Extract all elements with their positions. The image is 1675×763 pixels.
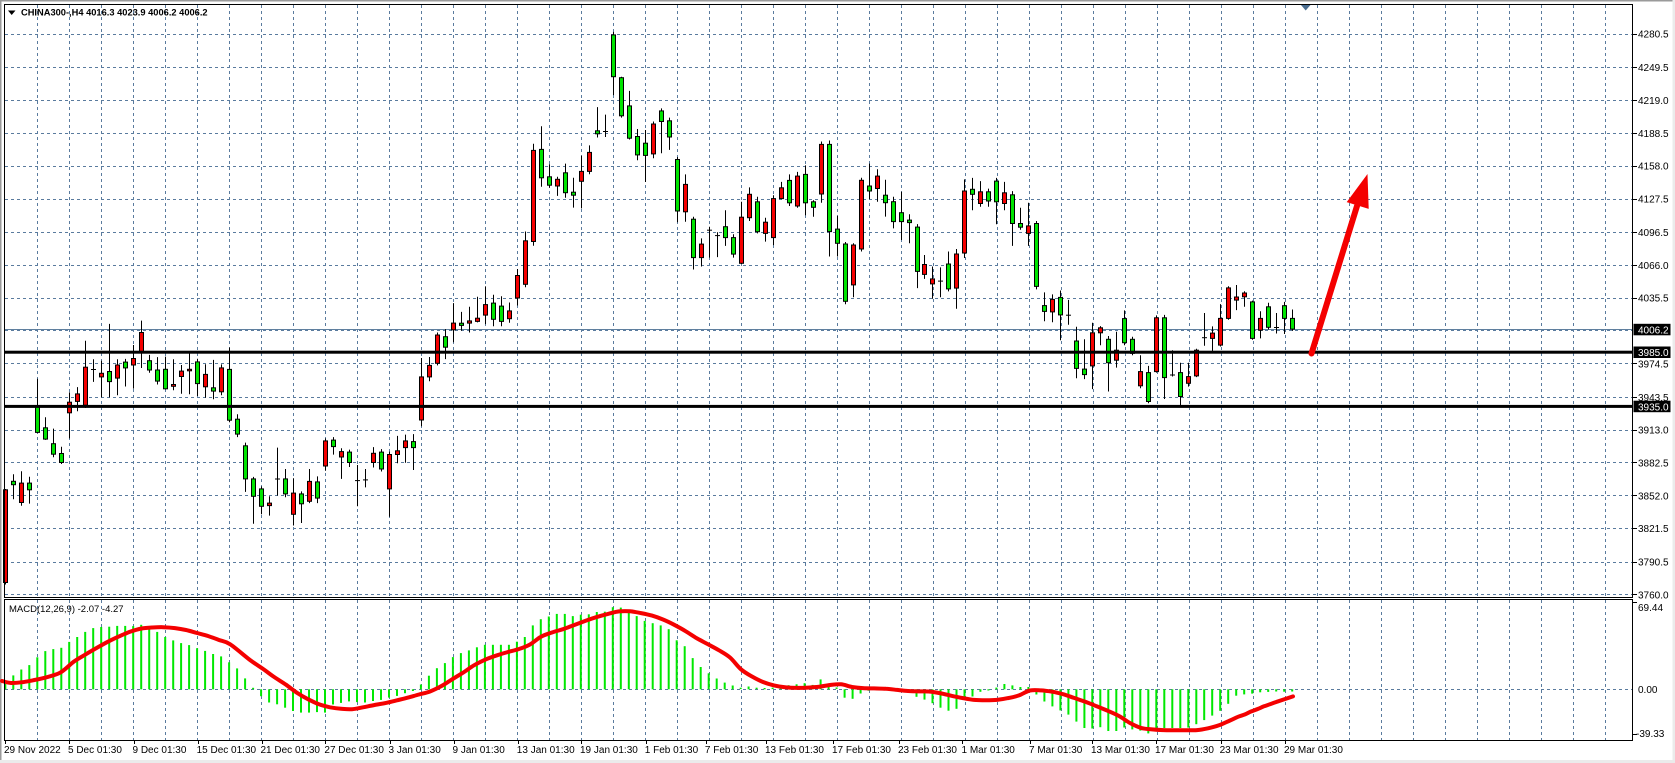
svg-text:4219.0: 4219.0: [1638, 96, 1669, 107]
svg-text:3760.0: 3760.0: [1638, 590, 1669, 601]
svg-text:3935.0: 3935.0: [1638, 402, 1669, 413]
svg-text:5 Dec 01:30: 5 Dec 01:30: [68, 745, 122, 756]
svg-text:13 Jan 01:30: 13 Jan 01:30: [517, 745, 575, 756]
svg-text:3943.5: 3943.5: [1638, 393, 1669, 404]
svg-text:-39.33: -39.33: [1636, 729, 1665, 740]
svg-text:17 Feb 01:30: 17 Feb 01:30: [832, 745, 891, 756]
svg-text:27 Dec 01:30: 27 Dec 01:30: [324, 745, 384, 756]
svg-text:23 Feb 01:30: 23 Feb 01:30: [898, 745, 957, 756]
svg-text:7 Feb 01:30: 7 Feb 01:30: [705, 745, 759, 756]
svg-text:29 Nov 2022: 29 Nov 2022: [4, 745, 61, 756]
svg-text:3913.0: 3913.0: [1638, 426, 1669, 437]
svg-text:13 Feb 01:30: 13 Feb 01:30: [765, 745, 824, 756]
svg-text:4035.5: 4035.5: [1638, 294, 1669, 305]
svg-text:0.00: 0.00: [1638, 685, 1658, 696]
svg-text:7 Mar 01:30: 7 Mar 01:30: [1029, 745, 1083, 756]
svg-text:3852.0: 3852.0: [1638, 491, 1669, 502]
svg-text:3790.5: 3790.5: [1638, 558, 1669, 569]
svg-text:4249.5: 4249.5: [1638, 63, 1669, 74]
svg-text:9 Jan 01:30: 9 Jan 01:30: [453, 745, 506, 756]
svg-text:1 Mar 01:30: 1 Mar 01:30: [962, 745, 1016, 756]
svg-text:CHINA300-,H4 4016.3 4023.9 40: CHINA300-,H4 4016.3 4023.9 4006.2 4006.2: [21, 8, 208, 18]
svg-text:13 Mar 01:30: 13 Mar 01:30: [1091, 745, 1150, 756]
svg-text:MACD(12,26,9) -2.07 -4.27: MACD(12,26,9) -2.07 -4.27: [9, 604, 124, 615]
svg-text:69.44: 69.44: [1638, 603, 1663, 614]
svg-text:17 Mar 01:30: 17 Mar 01:30: [1155, 745, 1214, 756]
svg-text:9 Dec 01:30: 9 Dec 01:30: [133, 745, 187, 756]
svg-text:1 Feb 01:30: 1 Feb 01:30: [645, 745, 699, 756]
svg-text:3821.5: 3821.5: [1638, 524, 1669, 535]
svg-text:15 Dec 01:30: 15 Dec 01:30: [197, 745, 257, 756]
svg-text:4188.5: 4188.5: [1638, 129, 1669, 140]
svg-text:4006.2: 4006.2: [1638, 326, 1669, 337]
svg-text:4096.5: 4096.5: [1638, 228, 1669, 239]
svg-text:3974.5: 3974.5: [1638, 359, 1669, 370]
svg-text:4127.5: 4127.5: [1638, 195, 1669, 206]
svg-text:29 Mar 01:30: 29 Mar 01:30: [1284, 745, 1343, 756]
svg-text:4280.5: 4280.5: [1638, 30, 1669, 41]
svg-text:23 Mar 01:30: 23 Mar 01:30: [1220, 745, 1279, 756]
svg-text:19 Jan 01:30: 19 Jan 01:30: [580, 745, 638, 756]
svg-text:4158.0: 4158.0: [1638, 162, 1669, 173]
svg-text:3882.5: 3882.5: [1638, 459, 1669, 470]
svg-text:3985.0: 3985.0: [1638, 348, 1669, 359]
svg-text:3 Jan 01:30: 3 Jan 01:30: [389, 745, 442, 756]
svg-text:21 Dec 01:30: 21 Dec 01:30: [261, 745, 321, 756]
svg-text:4066.0: 4066.0: [1638, 261, 1669, 272]
